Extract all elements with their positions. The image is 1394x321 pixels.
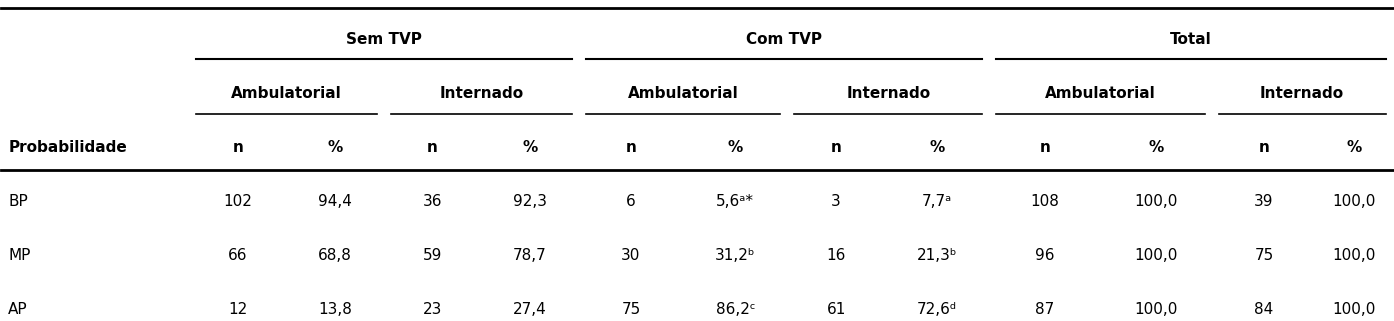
Text: 100,0: 100,0 (1135, 302, 1178, 317)
Text: 3: 3 (831, 194, 841, 209)
Text: n: n (1259, 140, 1270, 155)
Text: Ambulatorial: Ambulatorial (627, 86, 739, 101)
Text: 87: 87 (1036, 302, 1054, 317)
Text: n: n (1040, 140, 1050, 155)
Text: 100,0: 100,0 (1333, 248, 1376, 264)
Text: 92,3: 92,3 (513, 194, 546, 209)
Text: 21,3ᵇ: 21,3ᵇ (917, 248, 958, 264)
Text: Internado: Internado (846, 86, 930, 101)
Text: 86,2ᶜ: 86,2ᶜ (715, 302, 756, 317)
Text: 7,7ᵃ: 7,7ᵃ (921, 194, 952, 209)
Text: 68,8: 68,8 (318, 248, 353, 264)
Text: 16: 16 (827, 248, 846, 264)
Text: 5,6ᵃ*: 5,6ᵃ* (717, 194, 754, 209)
Text: n: n (427, 140, 438, 155)
Text: 94,4: 94,4 (318, 194, 353, 209)
Text: 30: 30 (622, 248, 641, 264)
Text: Sem TVP: Sem TVP (346, 32, 422, 47)
Text: n: n (831, 140, 842, 155)
Text: Total: Total (1170, 32, 1211, 47)
Text: 72,6ᵈ: 72,6ᵈ (917, 302, 958, 317)
Text: 84: 84 (1255, 302, 1274, 317)
Text: 39: 39 (1255, 194, 1274, 209)
Text: 27,4: 27,4 (513, 302, 546, 317)
Text: 96: 96 (1036, 248, 1054, 264)
Text: 100,0: 100,0 (1333, 302, 1376, 317)
Text: 36: 36 (422, 194, 442, 209)
Text: Probabilidade: Probabilidade (8, 140, 127, 155)
Text: n: n (233, 140, 244, 155)
Text: %: % (328, 140, 343, 155)
Text: Internado: Internado (439, 86, 523, 101)
Text: Com TVP: Com TVP (746, 32, 822, 47)
Text: 61: 61 (827, 302, 846, 317)
Text: %: % (930, 140, 945, 155)
Text: 75: 75 (622, 302, 640, 317)
Text: 31,2ᵇ: 31,2ᵇ (715, 248, 756, 264)
Text: 100,0: 100,0 (1135, 248, 1178, 264)
Text: 6: 6 (626, 194, 636, 209)
Text: 102: 102 (223, 194, 252, 209)
Text: n: n (626, 140, 636, 155)
Text: MP: MP (8, 248, 31, 264)
Text: 108: 108 (1030, 194, 1059, 209)
Text: Ambulatorial: Ambulatorial (231, 86, 342, 101)
Text: %: % (1149, 140, 1164, 155)
Text: 100,0: 100,0 (1333, 194, 1376, 209)
Text: 66: 66 (229, 248, 248, 264)
Text: 75: 75 (1255, 248, 1274, 264)
Text: Internado: Internado (1260, 86, 1344, 101)
Text: Ambulatorial: Ambulatorial (1046, 86, 1156, 101)
Text: 12: 12 (229, 302, 248, 317)
Text: 59: 59 (422, 248, 442, 264)
Text: %: % (1347, 140, 1362, 155)
Text: AP: AP (8, 302, 28, 317)
Text: %: % (523, 140, 538, 155)
Text: BP: BP (8, 194, 28, 209)
Text: 23: 23 (422, 302, 442, 317)
Text: 13,8: 13,8 (318, 302, 353, 317)
Text: 78,7: 78,7 (513, 248, 546, 264)
Text: 100,0: 100,0 (1135, 194, 1178, 209)
Text: %: % (728, 140, 743, 155)
